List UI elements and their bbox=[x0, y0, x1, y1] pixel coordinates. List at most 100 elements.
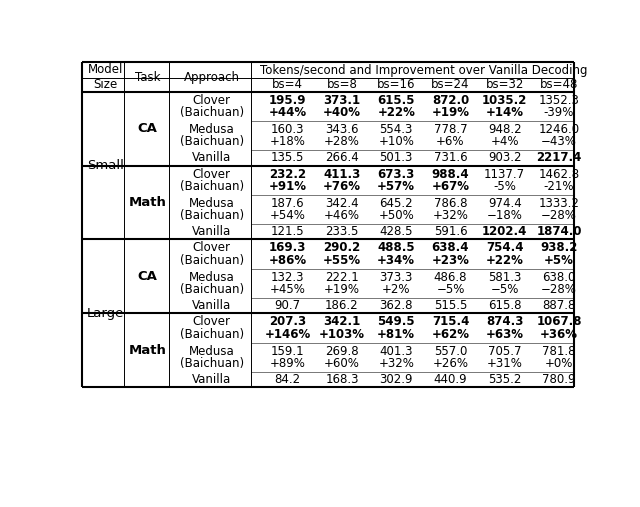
Text: 938.2: 938.2 bbox=[540, 241, 578, 255]
Text: Tokens/second and Improvement over Vanilla Decoding: Tokens/second and Improvement over Vanil… bbox=[260, 63, 587, 77]
Text: +40%: +40% bbox=[323, 106, 361, 119]
Text: 872.0: 872.0 bbox=[432, 94, 469, 106]
Text: Math: Math bbox=[129, 196, 166, 209]
Text: CA: CA bbox=[138, 270, 157, 283]
Text: 778.7: 778.7 bbox=[434, 123, 467, 136]
Text: +6%: +6% bbox=[436, 135, 465, 148]
Text: bs=32: bs=32 bbox=[486, 78, 524, 91]
Text: CA: CA bbox=[138, 122, 157, 135]
Text: 903.2: 903.2 bbox=[488, 152, 522, 164]
Text: 428.5: 428.5 bbox=[380, 225, 413, 238]
Text: 673.3: 673.3 bbox=[378, 167, 415, 180]
Text: 266.4: 266.4 bbox=[325, 152, 359, 164]
Text: 554.3: 554.3 bbox=[380, 123, 413, 136]
Text: +86%: +86% bbox=[269, 254, 307, 267]
Text: Medusa: Medusa bbox=[189, 271, 235, 284]
Text: (Baichuan): (Baichuan) bbox=[180, 283, 244, 296]
Text: +36%: +36% bbox=[540, 328, 578, 341]
Text: 342.4: 342.4 bbox=[325, 197, 359, 210]
Text: +63%: +63% bbox=[486, 328, 524, 341]
Text: +44%: +44% bbox=[269, 106, 307, 119]
Text: −18%: −18% bbox=[487, 209, 523, 222]
Text: Medusa: Medusa bbox=[189, 123, 235, 136]
Text: -5%: -5% bbox=[493, 180, 516, 193]
Text: Medusa: Medusa bbox=[189, 197, 235, 210]
Text: Vanilla: Vanilla bbox=[192, 225, 232, 238]
Text: 731.6: 731.6 bbox=[434, 152, 467, 164]
Text: +5%: +5% bbox=[544, 254, 574, 267]
Text: 638.4: 638.4 bbox=[432, 241, 469, 255]
Text: 786.8: 786.8 bbox=[434, 197, 467, 210]
Text: +14%: +14% bbox=[486, 106, 524, 119]
Text: +28%: +28% bbox=[324, 135, 360, 148]
Text: 132.3: 132.3 bbox=[271, 271, 305, 284]
Text: 233.5: 233.5 bbox=[325, 225, 358, 238]
Text: +10%: +10% bbox=[378, 135, 414, 148]
Text: 373.3: 373.3 bbox=[380, 271, 413, 284]
Text: Vanilla: Vanilla bbox=[192, 373, 232, 386]
Text: bs=16: bs=16 bbox=[377, 78, 415, 91]
Text: −5%: −5% bbox=[490, 283, 519, 296]
Text: +62%: +62% bbox=[431, 328, 470, 341]
Text: (Baichuan): (Baichuan) bbox=[180, 209, 244, 222]
Text: 195.9: 195.9 bbox=[269, 94, 307, 106]
Text: 645.2: 645.2 bbox=[380, 197, 413, 210]
Text: 343.6: 343.6 bbox=[325, 123, 358, 136]
Text: Math: Math bbox=[129, 344, 166, 357]
Text: +32%: +32% bbox=[433, 209, 468, 222]
Text: -39%: -39% bbox=[544, 106, 574, 119]
Text: 362.8: 362.8 bbox=[380, 299, 413, 312]
Text: 1352.3: 1352.3 bbox=[538, 94, 579, 106]
Text: +57%: +57% bbox=[377, 180, 415, 193]
Text: 135.5: 135.5 bbox=[271, 152, 305, 164]
Text: 974.4: 974.4 bbox=[488, 197, 522, 210]
Text: +18%: +18% bbox=[270, 135, 306, 148]
Text: 187.6: 187.6 bbox=[271, 197, 305, 210]
Text: +54%: +54% bbox=[270, 209, 306, 222]
Text: Task: Task bbox=[134, 70, 160, 84]
Text: 90.7: 90.7 bbox=[275, 299, 301, 312]
Text: 222.1: 222.1 bbox=[325, 271, 359, 284]
Text: 501.3: 501.3 bbox=[380, 152, 413, 164]
Text: +81%: +81% bbox=[377, 328, 415, 341]
Text: 581.3: 581.3 bbox=[488, 271, 522, 284]
Text: 780.9: 780.9 bbox=[542, 373, 576, 386]
Text: 1035.2: 1035.2 bbox=[482, 94, 527, 106]
Text: 988.4: 988.4 bbox=[431, 167, 469, 180]
Text: bs=24: bs=24 bbox=[431, 78, 470, 91]
Text: 159.1: 159.1 bbox=[271, 345, 305, 357]
Text: 638.0: 638.0 bbox=[542, 271, 575, 284]
Text: 121.5: 121.5 bbox=[271, 225, 305, 238]
Text: bs=48: bs=48 bbox=[540, 78, 578, 91]
Text: 549.5: 549.5 bbox=[378, 315, 415, 329]
Text: 754.4: 754.4 bbox=[486, 241, 524, 255]
Text: (Baichuan): (Baichuan) bbox=[180, 106, 244, 119]
Text: +50%: +50% bbox=[378, 209, 414, 222]
Text: (Baichuan): (Baichuan) bbox=[180, 357, 244, 370]
Text: +2%: +2% bbox=[382, 283, 410, 296]
Text: +91%: +91% bbox=[269, 180, 307, 193]
Text: 887.8: 887.8 bbox=[542, 299, 575, 312]
Text: 591.6: 591.6 bbox=[434, 225, 467, 238]
Text: 615.5: 615.5 bbox=[378, 94, 415, 106]
Text: 1874.0: 1874.0 bbox=[536, 225, 582, 238]
Text: +19%: +19% bbox=[324, 283, 360, 296]
Text: +146%: +146% bbox=[264, 328, 311, 341]
Text: 207.3: 207.3 bbox=[269, 315, 307, 329]
Text: +32%: +32% bbox=[378, 357, 414, 370]
Text: 1333.2: 1333.2 bbox=[538, 197, 579, 210]
Text: -21%: -21% bbox=[544, 180, 574, 193]
Text: Model
Size: Model Size bbox=[88, 63, 124, 91]
Text: +55%: +55% bbox=[323, 254, 361, 267]
Text: Vanilla: Vanilla bbox=[192, 299, 232, 312]
Text: 269.8: 269.8 bbox=[325, 345, 359, 357]
Text: Clover: Clover bbox=[193, 315, 231, 329]
Text: +34%: +34% bbox=[377, 254, 415, 267]
Text: 411.3: 411.3 bbox=[323, 167, 360, 180]
Text: 486.8: 486.8 bbox=[434, 271, 467, 284]
Text: +31%: +31% bbox=[487, 357, 523, 370]
Text: −28%: −28% bbox=[541, 209, 577, 222]
Text: 948.2: 948.2 bbox=[488, 123, 522, 136]
Text: 302.9: 302.9 bbox=[380, 373, 413, 386]
Text: 232.2: 232.2 bbox=[269, 167, 307, 180]
